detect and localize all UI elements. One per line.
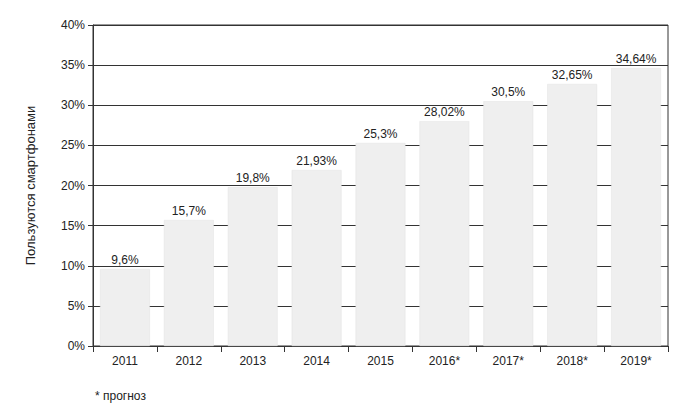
svg-text:2012: 2012 [175, 354, 202, 368]
svg-text:25%: 25% [61, 138, 85, 152]
svg-text:35%: 35% [61, 58, 85, 72]
svg-text:30,5%: 30,5% [491, 85, 525, 99]
svg-text:20%: 20% [61, 179, 85, 193]
svg-text:32,65%: 32,65% [552, 68, 593, 82]
svg-text:2018*: 2018* [556, 354, 588, 368]
svg-text:25,3%: 25,3% [363, 127, 397, 141]
svg-text:* прогноз: * прогноз [95, 389, 146, 403]
svg-text:30%: 30% [61, 98, 85, 112]
svg-text:Пользуются смартфонами: Пользуются смартфонами [23, 106, 38, 266]
svg-text:9,6%: 9,6% [111, 253, 139, 267]
svg-text:2016*: 2016* [429, 354, 461, 368]
svg-text:10%: 10% [61, 259, 85, 273]
svg-text:2015: 2015 [367, 354, 394, 368]
svg-text:2014: 2014 [303, 354, 330, 368]
svg-text:2011: 2011 [112, 354, 138, 368]
svg-text:2019*: 2019* [620, 354, 652, 368]
svg-text:15,7%: 15,7% [172, 204, 206, 218]
svg-text:28,02%: 28,02% [424, 105, 465, 119]
svg-text:21,93%: 21,93% [296, 154, 337, 168]
svg-text:5%: 5% [68, 299, 86, 313]
svg-text:40%: 40% [61, 18, 85, 32]
svg-text:34,64%: 34,64% [616, 52, 657, 66]
svg-text:19,8%: 19,8% [236, 171, 270, 185]
svg-text:0%: 0% [68, 339, 86, 353]
svg-text:2017*: 2017* [493, 354, 525, 368]
svg-text:15%: 15% [61, 219, 85, 233]
svg-text:2013: 2013 [239, 354, 266, 368]
